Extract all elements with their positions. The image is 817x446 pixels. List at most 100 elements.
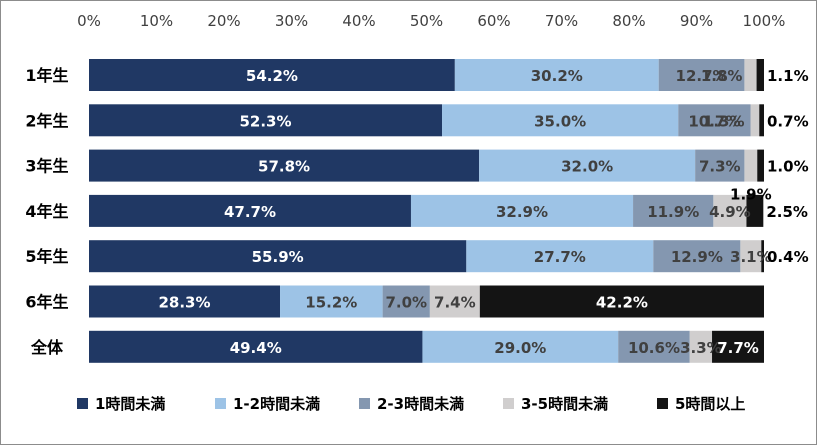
bar-segment [740, 240, 762, 273]
data-label: 2.5% [766, 203, 808, 221]
legend-swatch [215, 398, 226, 409]
bar-segment [454, 59, 659, 91]
bar-segment [633, 194, 714, 227]
bar-segment [744, 59, 757, 91]
bar-segment [410, 194, 634, 227]
bar-segment [744, 149, 758, 182]
data-label: 1.3% [703, 112, 745, 130]
data-label: 1.1% [767, 67, 809, 85]
x-tick-label: 10% [140, 12, 173, 30]
data-label: 49.4% [230, 339, 282, 357]
x-tick-label: 80% [612, 12, 645, 30]
data-label: 1.8% [701, 67, 743, 85]
bar-segment [422, 330, 619, 363]
data-label: 3.1% [730, 248, 772, 266]
data-label: 32.0% [561, 158, 613, 176]
data-label: 0.4% [767, 248, 809, 266]
data-label: 29.0% [494, 339, 546, 357]
bar-segment [746, 194, 764, 227]
legend-label: 1時間未満 [95, 395, 165, 413]
x-tick-label: 40% [342, 12, 375, 30]
bar-segment [618, 330, 690, 363]
data-label: 7.0% [385, 294, 427, 312]
bar-segment [280, 285, 383, 318]
data-label: 54.2% [246, 67, 298, 85]
bar-segment [479, 149, 696, 182]
data-label: 47.7% [224, 203, 276, 221]
data-label: 7.3% [699, 158, 741, 176]
x-tick-label: 90% [680, 12, 713, 30]
data-labels: 54.2% 30.2% 12.7%1.8% 1.1%52.3% 35.0% 10.7%1.… [158, 67, 808, 357]
x-tick-label: 60% [477, 12, 510, 30]
x-tick-label: 30% [275, 12, 308, 30]
bar-segment [89, 240, 467, 273]
legend-swatch [77, 398, 88, 409]
bar-segment [757, 149, 764, 182]
bar-segment [479, 285, 764, 318]
bar-segment [89, 104, 443, 137]
bar-segment [712, 330, 764, 363]
data-label: 7.7% [717, 339, 759, 357]
bar-segment [89, 285, 281, 318]
data-label: 0.7% [767, 112, 809, 130]
category-label: 全体 [30, 338, 64, 357]
x-tick-label: 50% [410, 12, 443, 30]
x-tick-label: 20% [207, 12, 240, 30]
data-label: 10.6% [628, 339, 680, 357]
data-label: 30.2% [531, 67, 583, 85]
data-label: 52.3% [239, 112, 291, 130]
data-label: 12.7% [676, 67, 728, 85]
category-label: 1年生 [25, 66, 68, 85]
data-label: 42.2% [596, 294, 648, 312]
bar-segment [89, 194, 411, 227]
data-label: 4.9% [709, 203, 751, 221]
legend-swatch [657, 398, 668, 409]
category-label: 4年生 [25, 202, 68, 221]
legend-label: 3-5時間未満 [521, 395, 608, 413]
bar-segment [466, 240, 654, 273]
category-label: 5年生 [25, 247, 68, 266]
bar-segment [761, 240, 764, 273]
data-label: 10.7% [688, 112, 740, 130]
legend: 1時間未満 1-2時間未満 2-3時間未満 3-5時間未満 5時間以上 [77, 395, 745, 413]
bar-segment [442, 104, 679, 137]
bar-segment [759, 104, 764, 137]
data-label: 35.0% [534, 112, 586, 130]
bar-segment [89, 330, 423, 363]
data-label: 32.9% [496, 203, 548, 221]
bar-segment [713, 194, 747, 227]
legend-swatch [359, 398, 370, 409]
data-label: 57.8% [258, 158, 310, 176]
bars [89, 59, 764, 363]
data-label: 15.2% [305, 294, 357, 312]
x-tick-label: 0% [77, 12, 101, 30]
data-label: 7.4% [434, 294, 476, 312]
bar-segment [678, 104, 751, 137]
data-label: 12.9% [671, 248, 723, 266]
x-tick-label: 100% [743, 12, 786, 30]
bar-segment [695, 149, 745, 182]
bar-segment [89, 149, 480, 182]
bar-segment [689, 330, 713, 363]
data-label: 55.9% [252, 248, 304, 266]
x-axis-ticks: 0% 10% 20% 30% 40% 50% 60% 70% 80% 90% 100% [77, 12, 785, 30]
x-tick-label: 70% [545, 12, 578, 30]
data-label: 1.0% [767, 158, 809, 176]
bar-segment [382, 285, 430, 318]
bar-segment [756, 59, 764, 91]
bar-segment [89, 59, 455, 91]
bar-segment [658, 59, 745, 91]
data-label: 3.3% [680, 339, 722, 357]
bar-segment [750, 104, 760, 137]
category-label: 2年生 [25, 111, 68, 130]
legend-label: 1-2時間未満 [233, 395, 320, 413]
data-label: 1.9% [730, 186, 772, 204]
data-label: 28.3% [158, 294, 210, 312]
bar-segment [653, 240, 741, 273]
legend-label: 2-3時間未満 [377, 395, 464, 413]
data-label: 11.9% [647, 203, 699, 221]
category-label: 3年生 [25, 157, 68, 176]
